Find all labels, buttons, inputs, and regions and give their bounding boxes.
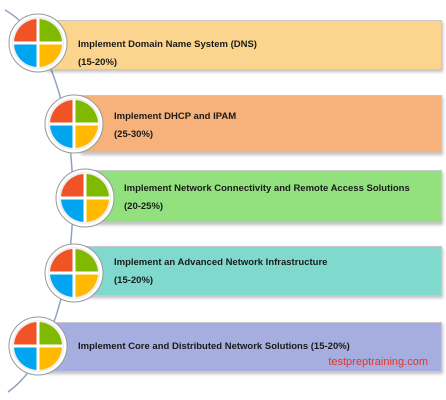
windows-logo-icon <box>55 168 115 228</box>
topic-text-advanced-infrastructure: Implement an Advanced Network Infrastruc… <box>114 254 327 290</box>
windows-logo-icon <box>8 13 68 73</box>
topic-weight: (25-30%) <box>114 129 154 140</box>
topic-title: Implement Core and Distributed Network S… <box>78 341 350 352</box>
topic-weight: (15-20%) <box>78 57 118 68</box>
topic-bar-core-distributed <box>46 322 442 372</box>
topic-title: Implement an Advanced Network Infrastruc… <box>114 257 328 268</box>
topic-bar-advanced-infrastructure <box>82 246 442 296</box>
topic-text-network-connectivity: Implement Network Connectivity and Remot… <box>124 180 410 216</box>
topic-text-dns: Implement Domain Name System (DNS) (15-2… <box>78 36 257 72</box>
topic-weight: (15-20%) <box>114 275 154 286</box>
windows-logo-icon <box>44 94 104 154</box>
topic-text-core-distributed: Implement Core and Distributed Network S… <box>78 338 350 356</box>
topic-title: Implement Domain Name System (DNS) <box>78 39 257 50</box>
topic-text-dhcp-ipam: Implement DHCP and IPAM (25-30%) <box>114 108 236 144</box>
topic-title: Implement DHCP and IPAM <box>114 111 237 122</box>
footer-url: testpreptraining.com <box>328 356 428 368</box>
windows-logo-icon <box>44 243 104 303</box>
topic-bar-network-connectivity <box>86 170 442 223</box>
windows-logo-icon <box>8 316 68 376</box>
topic-weight: (20-25%) <box>124 201 164 212</box>
topic-title: Implement Network Connectivity and Remot… <box>124 183 410 194</box>
topic-bar-dhcp-ipam <box>80 95 442 153</box>
